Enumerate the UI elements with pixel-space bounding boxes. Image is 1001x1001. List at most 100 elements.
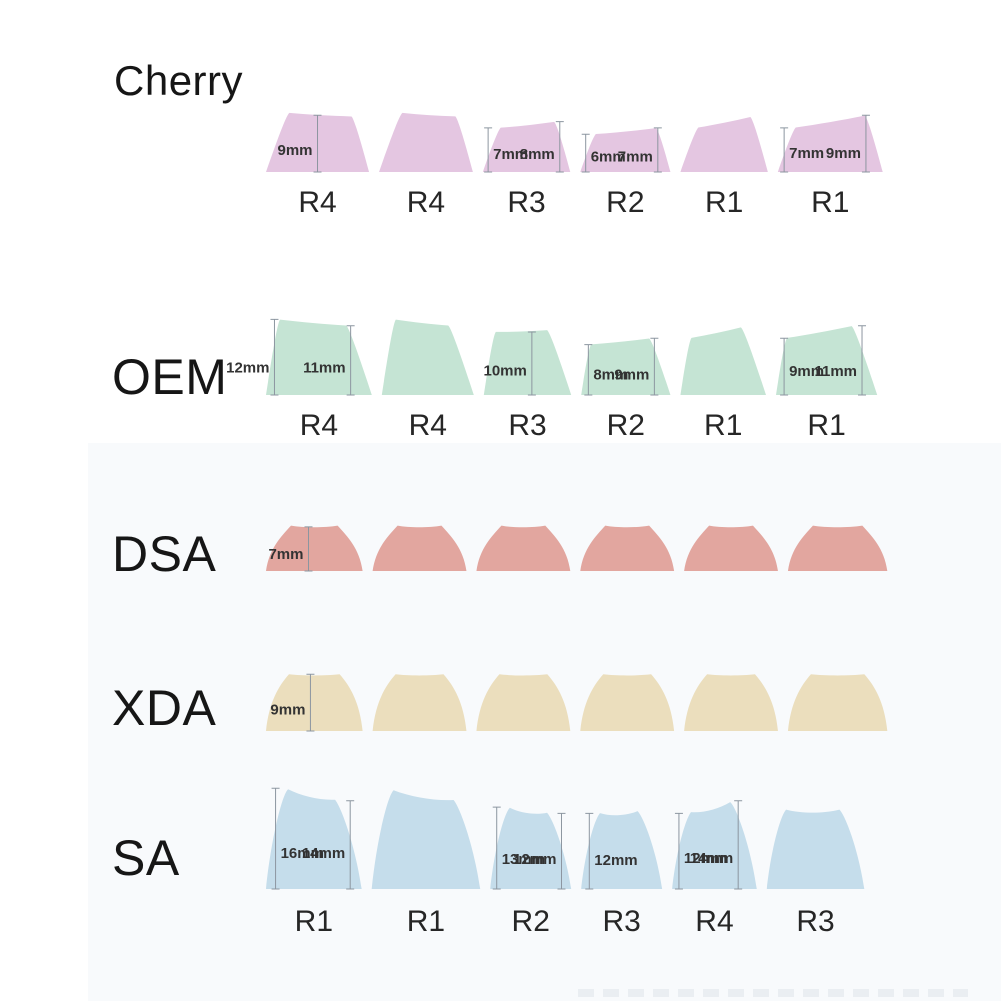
measurement-tick	[861, 114, 870, 173]
row-label: R3	[508, 409, 546, 442]
measurement-tick	[585, 812, 594, 890]
keycap-dsa	[266, 525, 363, 571]
row-label: R4	[298, 186, 336, 219]
keycap-xda	[372, 674, 467, 731]
measurement-tick	[650, 337, 659, 396]
row-label: R4	[300, 409, 338, 442]
measurement-label: 14mm	[690, 850, 733, 867]
measurement-tick	[492, 806, 501, 890]
measurement-tick	[271, 787, 280, 890]
measurement-tick	[581, 133, 590, 173]
measurement-tick	[555, 121, 564, 173]
keycap-oem-r4	[381, 319, 474, 395]
measurement-tick	[858, 325, 867, 396]
measurement-tick	[313, 114, 322, 173]
keycap-xda	[476, 674, 571, 731]
row-label: R2	[607, 409, 645, 442]
measurement-label: 9mm	[270, 701, 305, 718]
keycap-sa-r3	[766, 809, 865, 889]
measurement-label: 8mm	[593, 367, 628, 384]
measurement-tick	[584, 344, 593, 396]
keycap-cherry-r1	[777, 115, 883, 172]
watermark-strip	[578, 989, 968, 997]
row-label: R4	[695, 905, 733, 938]
measurement-tick	[270, 318, 279, 396]
measurement-label: 16mm	[281, 845, 324, 862]
row-label: R3	[603, 905, 641, 938]
measurement-label: 8mm	[520, 146, 555, 163]
measurement-label: 12mm	[684, 850, 727, 867]
measurement-label: 7mm	[618, 148, 653, 165]
profile-title-xda: XDA	[112, 680, 217, 736]
row-label: R4	[407, 186, 445, 219]
measurement-label: 12mm	[226, 359, 269, 376]
keycap-row-dsa: 7mm	[266, 525, 888, 572]
measurement-label: 7mm	[789, 145, 824, 162]
keycap-dsa	[684, 525, 778, 571]
keycap-sa-r3	[581, 811, 663, 889]
measurement-label: 10mm	[484, 363, 527, 380]
keycap-sa-r2	[490, 807, 572, 889]
measurement-tick	[674, 812, 683, 890]
measurement-tick	[304, 526, 313, 572]
measurement-tick	[780, 337, 789, 396]
measurement-tick	[734, 800, 743, 890]
measurement-label: 7mm	[493, 146, 528, 163]
keycap-dsa	[372, 525, 467, 571]
measurement-tick	[557, 812, 566, 890]
keycap-dsa	[580, 525, 675, 571]
keycap-sa-r1	[371, 790, 481, 889]
row-label: R2	[512, 905, 550, 938]
measurement-label: 12mm	[594, 852, 637, 869]
keycap-xda	[684, 674, 778, 731]
profile-title-dsa: DSA	[112, 526, 217, 582]
measurement-tick	[780, 127, 789, 173]
keycap-cherry-r2	[580, 128, 671, 172]
row-label: R3	[507, 186, 545, 219]
keycap-cherry-r1	[680, 116, 768, 172]
row-label: R3	[796, 905, 834, 938]
measurement-label: 11mm	[303, 359, 346, 376]
keycap-oem-r3	[483, 330, 572, 395]
measurement-tick	[527, 331, 536, 396]
keycap-oem-r2	[581, 338, 671, 395]
row-label: R1	[704, 409, 742, 442]
keycap-dsa	[476, 525, 571, 571]
row-label: R1	[811, 186, 849, 219]
keycap-xda	[787, 674, 888, 731]
row-label: R1	[807, 409, 845, 442]
measurement-label: 14mm	[302, 845, 345, 862]
keycap-cherry-r4	[379, 112, 473, 172]
measurement-label: 11mm	[814, 363, 857, 380]
keycap-oem-r4	[266, 319, 372, 395]
keycap-row-xda: 9mm	[266, 673, 888, 732]
measurement-label: 13mm	[502, 851, 545, 868]
profile-title-cherry: Cherry	[114, 57, 244, 104]
keycap-oem-r1	[776, 326, 878, 395]
keycap-cherry-r3	[482, 121, 571, 172]
row-label: R2	[606, 186, 644, 219]
measurement-label: 9mm	[614, 367, 649, 384]
measurement-label: 9mm	[277, 142, 312, 159]
measurement-tick	[346, 325, 355, 396]
measurement-label: 6mm	[591, 148, 626, 165]
measurement-tick	[346, 800, 355, 890]
measurement-tick	[306, 673, 315, 732]
row-label: R1	[705, 186, 743, 219]
keycap-xda	[580, 674, 675, 731]
keycap-dsa	[787, 525, 888, 571]
measurement-label: 12mm	[513, 851, 556, 868]
measurement-label: 7mm	[268, 546, 303, 563]
profile-title-oem: OEM	[112, 349, 228, 405]
keycap-xda	[266, 674, 363, 731]
row-label: R4	[409, 409, 447, 442]
measurement-tick	[484, 127, 493, 173]
measurement-label: 9mm	[789, 363, 824, 380]
row-label: R1	[407, 905, 445, 938]
profile-title-sa: SA	[112, 830, 180, 886]
row-label: R1	[295, 905, 333, 938]
keycap-oem-r1	[680, 327, 766, 395]
